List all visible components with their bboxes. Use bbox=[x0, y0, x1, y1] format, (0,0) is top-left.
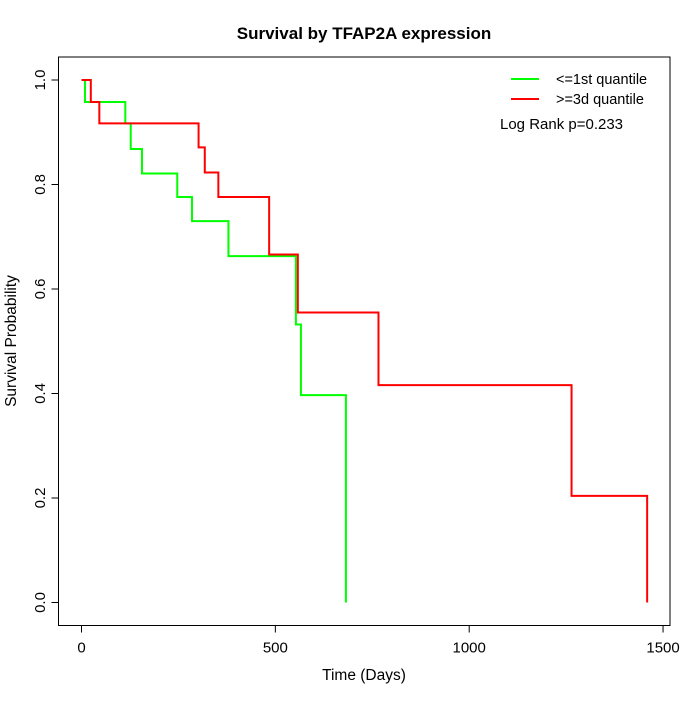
x-tick-label: 500 bbox=[263, 640, 288, 657]
y-axis: 0.0 0.2 0.4 0.6 0.8 1.0 bbox=[32, 70, 59, 613]
y-axis-title: Survival Probability bbox=[3, 275, 20, 407]
x-axis-title: Time (Days) bbox=[322, 667, 406, 684]
survival-curve-first-quantile bbox=[81, 79, 347, 603]
x-axis: 0 500 1000 1500 bbox=[77, 625, 680, 657]
x-tick-label: 0 bbox=[77, 640, 85, 657]
chart-title: Survival by TFAP2A expression bbox=[237, 24, 491, 43]
legend-label-third-quantile: >=3d quantile bbox=[556, 92, 644, 108]
y-tick-label: 0.0 bbox=[32, 592, 49, 613]
legend: <=1st quantile >=3d quantile Log Rank p=… bbox=[500, 72, 647, 133]
y-tick-label: 0.2 bbox=[32, 488, 49, 509]
log-rank-annotation: Log Rank p=0.233 bbox=[500, 116, 623, 133]
y-tick-label: 0.4 bbox=[32, 383, 49, 404]
y-tick-label: 0.8 bbox=[32, 174, 49, 195]
survival-curve-third-quantile bbox=[81, 79, 649, 603]
legend-label-first-quantile: <=1st quantile bbox=[556, 72, 647, 88]
y-tick-label: 0.6 bbox=[32, 279, 49, 300]
survival-curves bbox=[81, 79, 649, 603]
x-tick-label: 1000 bbox=[453, 640, 486, 657]
plot-frame bbox=[58, 56, 671, 626]
x-tick-label: 1500 bbox=[646, 640, 679, 657]
y-tick-label: 1.0 bbox=[32, 70, 49, 91]
